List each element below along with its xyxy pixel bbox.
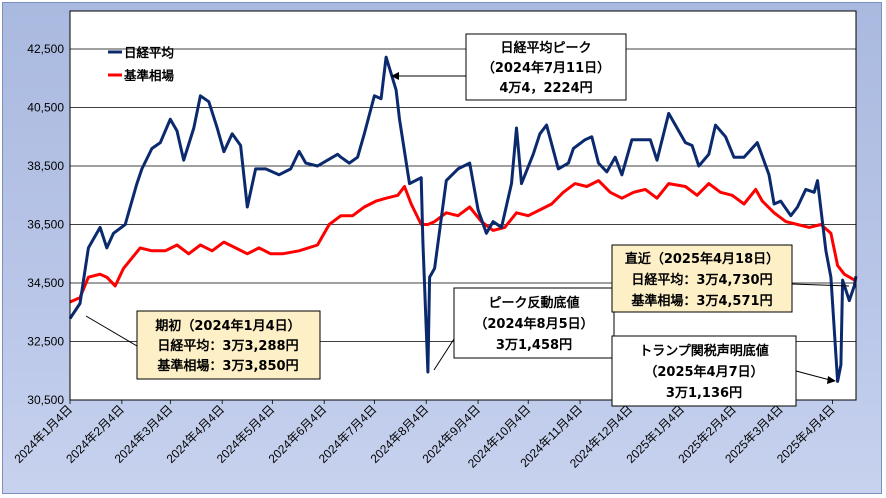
annotations: 日経平均ピーク （2024年7月11日） 4万4，2224円 期初（2024年1… xyxy=(85,33,850,407)
peak-callout-line2: （2024年7月11日） xyxy=(482,60,610,76)
trump-arrow-line xyxy=(795,370,831,381)
peak-callout-line1: 日経平均ピーク xyxy=(500,40,591,56)
peak-arrowhead xyxy=(391,72,399,80)
start-arrow-line xyxy=(85,315,138,347)
trump-callout-box xyxy=(611,335,797,407)
legend-label-nikkei: 日経平均 xyxy=(124,45,174,60)
latest-callout-line1: 直近（2025年4月18日） xyxy=(625,251,779,267)
latest-callout-line2: 日経平均：3万4,730円 xyxy=(631,272,772,288)
start-callout-box xyxy=(136,310,321,380)
y-tick-label: 32,500 xyxy=(27,335,64,349)
latest-callout-box xyxy=(611,244,793,313)
legend: 日経平均 基準相場 xyxy=(108,45,175,83)
y-tick-label: 30,500 xyxy=(27,393,64,407)
plot-border xyxy=(69,10,857,401)
series-line-nikkei xyxy=(68,55,858,383)
legend-label-fund: 基準相場 xyxy=(123,68,175,83)
start-callout-line2: 日経平均：3万3,288円 xyxy=(157,338,298,354)
trump-callout-line3: 3万1,136円 xyxy=(666,386,742,401)
x-axis-ticks: 2024年1月4日2024年2月4日2024年3月4日2024年4月4日2024… xyxy=(11,400,838,471)
series-line-fund xyxy=(69,179,857,304)
start-callout-line3: 基準相場：3万3,850円 xyxy=(156,358,298,374)
trump-callout-line1: トランプ関税声明底値 xyxy=(639,343,769,359)
y-tick-label: 36,500 xyxy=(27,218,64,232)
dip-callout-line1: ピーク反動底値 xyxy=(488,295,579,311)
y-tick-label: 38,500 xyxy=(27,159,64,173)
series-lines xyxy=(68,10,858,401)
dip-callout-box xyxy=(453,287,615,359)
trump-arrowhead xyxy=(827,376,836,384)
y-axis-ticks: 42,500 40,500 38,500 36,500 34,500 32,500 30,5… xyxy=(27,42,64,407)
dip-arrow-line xyxy=(433,338,455,371)
y-tick-label: 42,500 xyxy=(27,42,64,56)
dip-callout-line3: 3万1,458円 xyxy=(496,338,572,353)
latest-arrow-line xyxy=(791,283,850,287)
latest-callout-line3: 基準相場：3万4,571円 xyxy=(630,293,772,309)
peak-callout-line3: 4万4，2224円 xyxy=(499,81,592,96)
y-tick-label: 34,500 xyxy=(27,276,64,290)
y-tick-label: 40,500 xyxy=(27,101,64,115)
start-callout-line1: 期初（2024年1月4日） xyxy=(155,318,300,334)
trump-callout-line2: （2025年4月7日） xyxy=(644,364,763,380)
peak-callout-box xyxy=(465,33,627,101)
dip-callout-line2: （2024年8月5日） xyxy=(474,316,593,332)
